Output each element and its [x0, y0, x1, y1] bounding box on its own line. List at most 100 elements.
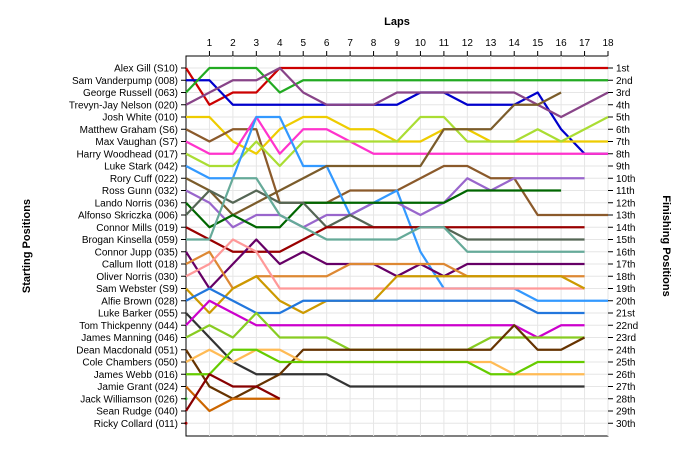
- finishing-position-label: 2nd: [616, 76, 633, 87]
- lap-number-label: 17: [579, 38, 591, 49]
- starting-position-label: Connor Mills (019): [96, 223, 178, 234]
- driver-position-line: [186, 177, 585, 253]
- lap-number-label: 2: [230, 38, 236, 49]
- driver-position-line: [185, 189, 562, 229]
- finishing-position-label: 19th: [616, 284, 635, 295]
- starting-position-label: Sam Webster (S9): [96, 284, 178, 295]
- finishing-position-label: 23rd: [616, 333, 636, 344]
- starting-position-label: Ricky Collard (011): [94, 419, 178, 430]
- lap-number-label: 7: [347, 38, 353, 49]
- finishing-position-label: 11th: [616, 186, 635, 197]
- finishing-position-label: 3rd: [616, 88, 630, 99]
- starting-position-label: Harry Woodhead (017): [76, 149, 178, 160]
- finishing-position-label: 29th: [616, 407, 635, 418]
- starting-position-label: Rory Cuff (022): [110, 174, 178, 185]
- starting-position-label: Josh White (010): [102, 113, 178, 124]
- starting-position-label: Dean Macdonald (051): [76, 345, 178, 356]
- finishing-position-label: 14th: [616, 223, 635, 234]
- driver-position-line: [185, 238, 585, 290]
- finishing-position-label: 12th: [616, 198, 635, 209]
- starting-position-label: Connor Jupp (035): [95, 247, 178, 258]
- lap-number-label: 3: [254, 38, 260, 49]
- finishing-position-label: 16th: [616, 247, 635, 258]
- starting-position-label: Oliver Norris (030): [96, 272, 178, 283]
- lap-number-label: 14: [509, 38, 521, 49]
- finishing-position-label: 27th: [616, 382, 635, 393]
- finishing-position-label: 15th: [616, 235, 635, 246]
- lap-number-label: 18: [602, 38, 614, 49]
- finishing-position-label: 8th: [616, 149, 630, 160]
- driver-position-line: [185, 115, 608, 302]
- driver-position-line: [185, 226, 585, 253]
- starting-position-label: Alex Gill (S10): [114, 64, 178, 75]
- finishing-position-label: 17th: [616, 260, 635, 271]
- driver-position-line: [185, 385, 280, 413]
- lap-number-label: 9: [394, 38, 400, 49]
- starting-position-label: Cole Chambers (050): [82, 358, 178, 369]
- lap-number-label: 13: [485, 38, 497, 49]
- driver-position-line: [185, 66, 608, 106]
- driver-position-line: [185, 287, 585, 315]
- driver-position-line: [185, 91, 562, 217]
- starting-position-label: Sean Rudge (040): [96, 407, 178, 418]
- driver-position-line: [185, 373, 281, 412]
- starting-position-label: Jamie Grant (024): [97, 382, 178, 393]
- lap-number-label: 5: [300, 38, 306, 49]
- series-lines: [184, 66, 609, 425]
- starting-position-label: Tom Thickpenny (044): [79, 321, 178, 332]
- driver-position-line: [186, 348, 585, 376]
- starting-position-label: Callum Ilott (018): [102, 260, 178, 271]
- starting-position-label: Alfie Brown (028): [101, 296, 178, 307]
- axis-labels: Alex Gill (S10)Sam Vanderpump (008)Georg…: [69, 38, 638, 430]
- starting-position-label: George Russell (063): [83, 88, 178, 99]
- starting-position-label: Max Vaughan (S7): [95, 137, 178, 148]
- axis-ticks: [181, 51, 613, 424]
- starting-position-label: Alfonso Skriczka (006): [78, 211, 178, 222]
- finishing-position-label: 4th: [616, 100, 630, 111]
- finishing-position-label: 22nd: [616, 321, 638, 332]
- driver-position-line: [185, 66, 608, 94]
- lap-number-label: 10: [415, 38, 427, 49]
- driver-position-line: [185, 312, 585, 388]
- lap-number-label: 1: [207, 38, 213, 49]
- driver-position-line: [185, 324, 586, 400]
- starting-position-label: Jack Williamson (026): [80, 394, 178, 405]
- finishing-position-label: 30th: [616, 419, 635, 430]
- starting-position-label: Matthew Graham (S6): [80, 125, 178, 136]
- finishing-position-label: 18th: [616, 272, 635, 283]
- finishing-position-label: 28th: [616, 394, 635, 405]
- finishing-position-label: 26th: [616, 370, 635, 381]
- starting-position-label: Lando Norris (036): [95, 198, 178, 209]
- finishing-position-label: 5th: [616, 113, 630, 124]
- starting-position-label: Sam Vanderpump (008): [72, 76, 178, 87]
- starting-position-label: Luke Stark (042): [104, 162, 178, 173]
- starting-position-label: Brogan Kinsella (059): [82, 235, 178, 246]
- driver-position-line: [186, 79, 608, 155]
- finishing-position-label: 10th: [616, 174, 635, 185]
- finishing-position-label: 20th: [616, 296, 635, 307]
- finishing-position-label: 24th: [616, 345, 635, 356]
- lap-number-label: 15: [532, 38, 544, 49]
- driver-position-line: [185, 299, 585, 339]
- finishing-position-label: 25th: [616, 358, 635, 369]
- starting-position-label: Ross Gunn (032): [102, 186, 178, 197]
- lap-number-label: 12: [462, 38, 474, 49]
- x-axis-title: Laps: [384, 16, 410, 28]
- driver-position-line: [185, 115, 609, 168]
- lap-number-label: 16: [556, 38, 568, 49]
- starting-position-label: Trevyn-Jay Nelson (020): [69, 100, 178, 111]
- finishing-position-label: 21st: [616, 309, 635, 320]
- starting-position-label: Luke Barker (055): [98, 309, 178, 320]
- finishing-position-label: 7th: [616, 137, 630, 148]
- lap-number-label: 6: [324, 38, 330, 49]
- right-axis-title: Finishing Positions: [660, 195, 672, 296]
- lap-number-label: 11: [439, 38, 450, 49]
- finishing-position-label: 6th: [616, 125, 630, 136]
- lap-number-label: 4: [277, 38, 283, 49]
- lap-number-label: 8: [371, 38, 377, 49]
- finishing-position-label: 1st: [616, 64, 630, 75]
- starting-position-label: James Manning (046): [81, 333, 178, 344]
- left-axis-title: Starting Positions: [21, 199, 33, 293]
